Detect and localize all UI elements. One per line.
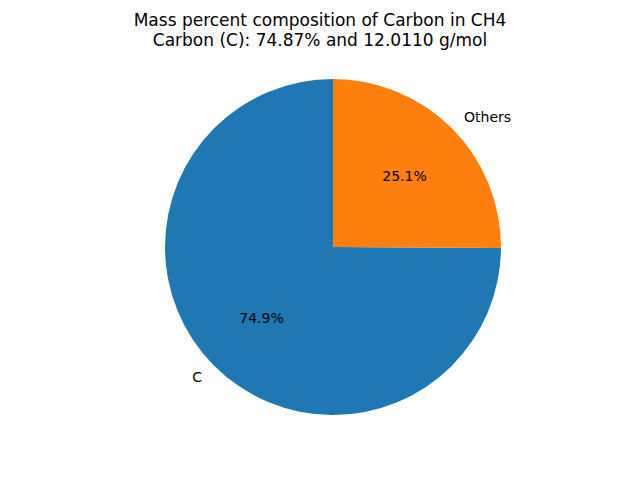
svg-text:Others: Others: [464, 109, 511, 125]
svg-text:74.9%: 74.9%: [239, 310, 283, 326]
svg-text:C: C: [192, 369, 202, 385]
html-text:Mass percent composition of Ca: Mass percent composition of Carbon in CH…: [133, 10, 507, 30]
html-text:Carbon (C): 74.87% and 12.0110: Carbon (C): 74.87% and 12.0110 g/mol: [152, 30, 488, 50]
svg-text:25.1%: 25.1%: [382, 168, 426, 184]
